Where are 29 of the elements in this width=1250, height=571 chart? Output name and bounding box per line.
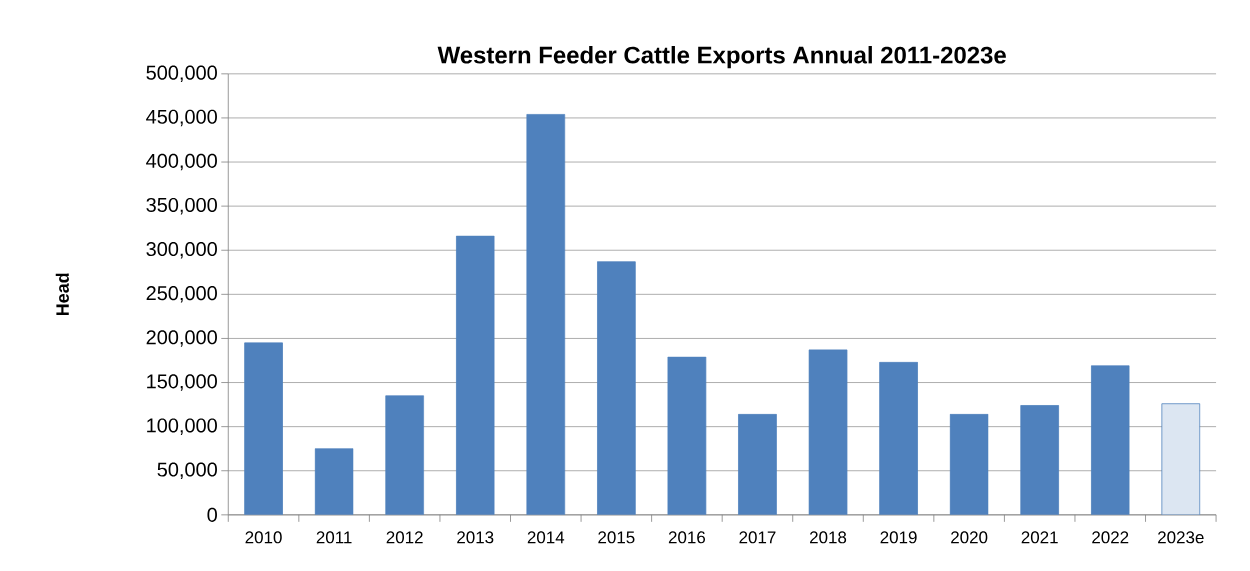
y-tick-label: 50,000 <box>157 462 217 480</box>
y-tick-label: 250,000 <box>146 286 217 303</box>
x-tick-label: 2020 <box>951 531 988 544</box>
y-tick-label: 400,000 <box>146 153 217 171</box>
bar <box>949 414 989 515</box>
bar <box>455 235 495 515</box>
x-tick-label: 2023e <box>1158 531 1204 544</box>
x-tick-label: 2014 <box>527 531 565 544</box>
chart-title: Western Feeder Cattle Exports Annual 2011-2023e <box>437 46 1006 69</box>
y-tick-label: 300,000 <box>146 242 217 259</box>
x-tick-label: 2021 <box>1021 531 1058 544</box>
y-tick-label: 200,000 <box>146 330 217 347</box>
x-tick-label: 2012 <box>386 531 423 544</box>
x-tick-label: 2010 <box>245 531 282 544</box>
y-tick-label: 500,000 <box>146 65 217 83</box>
y-tick-label: 100,000 <box>147 418 217 436</box>
x-tick-label: 2011 <box>316 531 352 544</box>
y-tick-label: 0 <box>207 507 217 523</box>
x-tick-label: 2018 <box>810 531 847 544</box>
x-tick-label: 2022 <box>1092 531 1129 544</box>
y-tick-label: 450,000 <box>146 109 217 127</box>
y-axis-title: Head <box>55 273 69 316</box>
x-tick-label: 2017 <box>739 531 776 544</box>
x-tick-label: 2016 <box>668 531 706 544</box>
x-tick-label: 2015 <box>598 531 635 544</box>
x-tick-label: 2019 <box>880 531 917 544</box>
y-tick-label: 350,000 <box>146 198 217 215</box>
x-tick-label: 2013 <box>457 531 494 544</box>
y-tick-label: 150,000 <box>147 374 217 391</box>
